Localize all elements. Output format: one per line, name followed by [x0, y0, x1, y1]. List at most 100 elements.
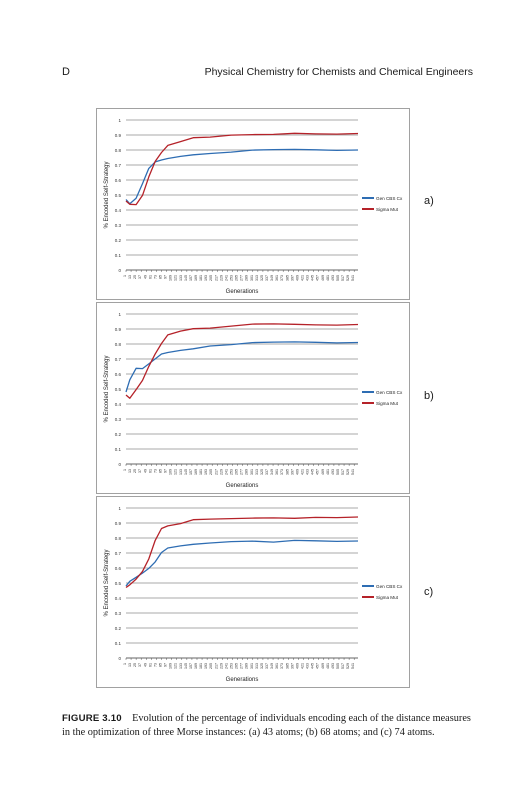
x-tick-label: 325	[260, 469, 264, 475]
x-tick-label: 277	[240, 663, 244, 669]
legend-label: Gen CBS Cx	[376, 196, 403, 201]
y-tick-label: 1	[118, 312, 121, 317]
x-tick-label: 49	[143, 275, 147, 279]
y-tick-label: 0.4	[115, 402, 122, 407]
x-tick-label: 349	[270, 469, 274, 475]
x-tick-label: 493	[331, 469, 335, 475]
figure-label: FIGURE 3.10	[62, 713, 122, 724]
x-tick-label: 313	[255, 663, 259, 669]
x-tick-label: 397	[290, 469, 294, 475]
x-tick-label: 85	[158, 469, 162, 473]
x-tick-label: 73	[153, 663, 157, 667]
x-tick-label: 325	[260, 275, 264, 281]
x-tick-label: 37	[138, 469, 142, 473]
y-tick-label: 0.4	[115, 208, 122, 213]
y-tick-label: 0.6	[115, 566, 122, 571]
y-tick-label: 0.7	[115, 163, 122, 168]
x-tick-label: 445	[311, 663, 315, 669]
x-tick-label: 265	[235, 275, 239, 281]
series-line-gen-cbs	[125, 341, 359, 393]
x-tick-label: 61	[148, 663, 152, 667]
y-tick-label: 0.3	[115, 223, 122, 228]
x-tick-label: 169	[194, 275, 198, 281]
figure-caption-text: Evolution of the percentage of individua…	[62, 713, 471, 738]
x-tick-label: 541	[351, 663, 355, 669]
x-tick-label: 349	[270, 275, 274, 281]
x-tick-label: 25	[133, 469, 137, 473]
x-tick-label: 229	[219, 469, 223, 475]
x-tick-label: 241	[224, 469, 228, 475]
x-tick-label: 481	[326, 469, 330, 475]
x-tick-label: 13	[128, 663, 132, 667]
legend-label: Sigma Mut	[376, 401, 399, 406]
y-tick-label: 0	[118, 656, 121, 661]
x-tick-label: 133	[179, 663, 183, 669]
x-tick-label: 493	[331, 663, 335, 669]
y-tick-label: 0	[118, 268, 121, 273]
x-tick-label: 229	[219, 275, 223, 281]
x-tick-label: 253	[229, 663, 233, 669]
x-tick-label: 1	[123, 663, 127, 665]
x-tick-label: 121	[174, 663, 178, 669]
x-tick-label: 385	[285, 275, 289, 281]
legend-label: Sigma Mut	[376, 595, 399, 600]
x-tick-label: 361	[275, 663, 279, 669]
x-tick-label: 313	[255, 275, 259, 281]
series-line-sigma-mut	[125, 132, 359, 206]
x-tick-label: 157	[189, 469, 193, 475]
x-tick-label: 337	[265, 275, 269, 281]
x-tick-label: 1	[123, 469, 127, 471]
chart-panel-b: 00.10.20.30.40.50.60.70.80.911 13 25 37 49 61…	[96, 302, 410, 494]
x-tick-label: 97	[164, 469, 168, 473]
x-tick-label: 481	[326, 663, 330, 669]
x-tick-label: 541	[351, 469, 355, 475]
x-tick-label: 85	[158, 275, 162, 279]
x-tick-label: 13	[128, 469, 132, 473]
y-tick-label: 0.5	[115, 193, 122, 198]
x-tick-label: 493	[331, 275, 335, 281]
y-tick-label: 0.8	[115, 342, 122, 347]
x-tick-label: 445	[311, 275, 315, 281]
x-tick-label: 349	[270, 663, 274, 669]
x-tick-label: 61	[148, 469, 152, 473]
x-tick-label: 277	[240, 469, 244, 475]
y-tick-label: 0.5	[115, 581, 122, 586]
y-tick-label: 0.2	[115, 432, 122, 437]
x-tick-label: 109	[169, 469, 173, 475]
x-tick-label: 409	[295, 663, 299, 669]
x-tick-label: 541	[351, 275, 355, 281]
x-tick-label: 145	[184, 469, 188, 475]
legend-label: Gen CBS Cx	[376, 584, 403, 589]
x-tick-label: 37	[138, 275, 142, 279]
x-tick-label: 385	[285, 663, 289, 669]
x-tick-label: 121	[174, 275, 178, 281]
chart-frame	[96, 108, 410, 300]
x-tick-label: 145	[184, 663, 188, 669]
x-tick-label: 373	[280, 663, 284, 669]
x-tick-label: 505	[336, 469, 340, 475]
x-tick-label: 85	[158, 663, 162, 667]
y-axis-label: % Encoded Self-Strategy	[104, 161, 110, 228]
x-tick-label: 181	[199, 663, 203, 669]
x-tick-label: 337	[265, 663, 269, 669]
x-tick-label: 373	[280, 469, 284, 475]
x-tick-label: 241	[224, 275, 228, 281]
x-tick-label: 253	[229, 469, 233, 475]
x-tick-label: 313	[255, 469, 259, 475]
y-tick-label: 0.4	[115, 596, 122, 601]
y-tick-label: 0.5	[115, 387, 122, 392]
x-axis-label: Generations	[226, 483, 259, 489]
x-tick-label: 217	[214, 275, 218, 281]
x-tick-label: 469	[321, 469, 325, 475]
y-tick-label: 0.9	[115, 133, 122, 138]
x-tick-label: 517	[341, 275, 345, 281]
x-tick-label: 361	[275, 469, 279, 475]
x-tick-label: 361	[275, 275, 279, 281]
series-line-gen-cbs	[125, 539, 359, 587]
x-tick-label: 397	[290, 275, 294, 281]
y-tick-label: 0	[118, 462, 121, 467]
x-tick-label: 205	[209, 275, 213, 281]
x-tick-label: 181	[199, 275, 203, 281]
x-tick-label: 445	[311, 469, 315, 475]
x-tick-label: 409	[295, 469, 299, 475]
